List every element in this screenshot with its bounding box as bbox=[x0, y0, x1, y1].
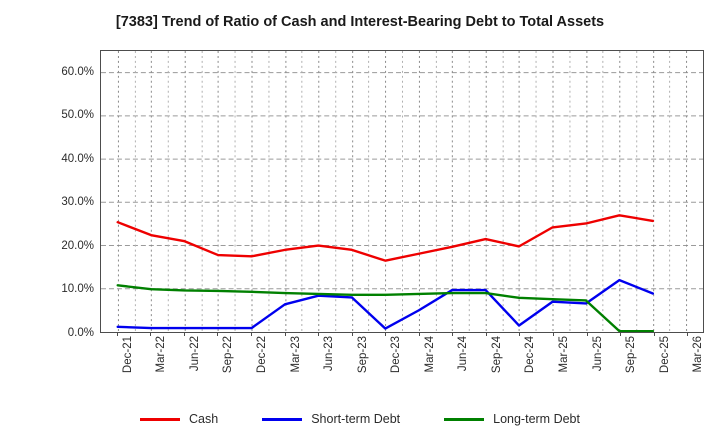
x-axis-tick-mark bbox=[284, 332, 286, 336]
y-axis-tick-label: 20.0% bbox=[61, 239, 94, 252]
legend-swatch-icon bbox=[140, 417, 181, 421]
x-axis-tick-label: Sep-25 bbox=[625, 336, 638, 374]
chart-legend: Cash Short-term Debt Long-term Debt bbox=[0, 406, 720, 432]
x-axis-tick-label: Dec-24 bbox=[524, 336, 537, 374]
x-axis-tick-mark bbox=[150, 332, 152, 336]
y-axis-tick-label: 40.0% bbox=[61, 152, 94, 165]
data-series-layer bbox=[116, 214, 655, 332]
x-axis-tick-mark bbox=[485, 332, 487, 336]
x-axis-tick-label: Jun-22 bbox=[188, 336, 201, 372]
y-axis-tick-label: 30.0% bbox=[61, 196, 94, 209]
y-axis-tick-label: 50.0% bbox=[61, 109, 94, 122]
x-axis-tick-label: Mar-24 bbox=[423, 336, 436, 373]
legend-label: Cash bbox=[189, 412, 219, 426]
x-axis-tick-mark bbox=[183, 332, 185, 336]
x-axis-tick-label: Dec-23 bbox=[390, 336, 403, 374]
x-axis-tick-mark bbox=[385, 332, 387, 336]
legend-item-long-term-debt[interactable]: Long-term Debt bbox=[444, 412, 580, 426]
series-line-short-term-debt bbox=[116, 278, 655, 330]
x-axis-tick-label: Sep-24 bbox=[490, 336, 503, 374]
x-axis-tick-mark bbox=[351, 332, 353, 336]
x-axis-tick-label: Mar-26 bbox=[692, 336, 705, 373]
y-axis-labels: 0.0% 10.0% 20.0% 30.0% 40.0% 50.0% 60.0% bbox=[0, 50, 94, 339]
x-axis-tick-mark bbox=[452, 332, 454, 336]
x-axis-tick-label: Sep-22 bbox=[222, 336, 235, 374]
y-axis-tick-label: 0.0% bbox=[67, 327, 94, 339]
y-axis-tick-label: 60.0% bbox=[61, 65, 94, 78]
x-axis-tick-mark bbox=[318, 332, 320, 336]
gridlines bbox=[101, 51, 703, 332]
legend-swatch-icon bbox=[444, 417, 485, 421]
legend-item-short-term-debt[interactable]: Short-term Debt bbox=[262, 412, 400, 426]
x-axis-tick-mark bbox=[553, 332, 554, 336]
x-axis-tick-label: Jun-25 bbox=[591, 336, 604, 372]
x-axis-tick-label: Sep-23 bbox=[356, 336, 369, 374]
series-line-long-term-debt bbox=[116, 284, 655, 332]
x-axis-tick-label: Jun-24 bbox=[457, 336, 470, 372]
x-axis-tick-mark bbox=[217, 332, 219, 336]
x-axis-tick-mark bbox=[687, 332, 689, 336]
x-axis-tick-mark bbox=[418, 332, 420, 336]
series-line-cash bbox=[116, 214, 655, 262]
x-axis-tick-label: Dec-25 bbox=[658, 336, 671, 374]
x-axis-tick-label: Jun-23 bbox=[323, 336, 336, 372]
x-axis-tick-label: Dec-21 bbox=[121, 336, 134, 374]
legend-item-cash[interactable]: Cash bbox=[140, 412, 218, 426]
x-axis-tick-mark bbox=[586, 332, 588, 336]
y-axis-tick-label: 10.0% bbox=[61, 283, 94, 296]
x-axis-tick-mark bbox=[116, 332, 118, 336]
x-axis-tick-label: Dec-22 bbox=[256, 336, 268, 374]
x-axis-tick-mark bbox=[519, 332, 521, 336]
x-axis-tick-mark bbox=[620, 332, 622, 336]
page-title: [7383] Trend of Ratio of Cash and Intere… bbox=[115, 14, 605, 30]
x-axis-labels: Dec-21 Mar-22 Jun-22 Sep-22 Dec-22 Mar-23 Jun-… bbox=[100, 332, 705, 406]
x-axis-tick-mark bbox=[653, 332, 655, 336]
legend-label: Long-term Debt bbox=[493, 412, 580, 426]
x-axis-tick-label: Mar-25 bbox=[558, 336, 570, 373]
x-axis-tick-label: Mar-23 bbox=[289, 336, 302, 373]
x-axis-tick-label: Mar-22 bbox=[155, 336, 168, 373]
plot-area bbox=[100, 50, 704, 333]
legend-label: Short-term Debt bbox=[311, 412, 401, 426]
x-axis-tick-mark bbox=[251, 332, 252, 336]
legend-swatch-icon bbox=[262, 417, 303, 421]
